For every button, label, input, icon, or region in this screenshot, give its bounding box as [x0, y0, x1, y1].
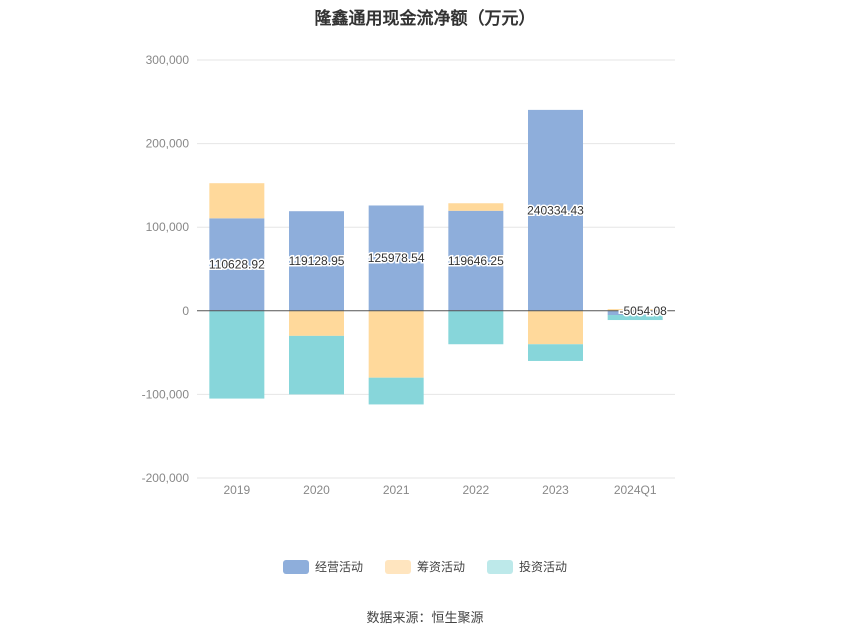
- legend-swatch-financing: [384, 559, 411, 574]
- bar-operating: [289, 211, 344, 311]
- data-label: 110628.92: [209, 258, 265, 272]
- data-label: 119646.25: [448, 254, 504, 268]
- legend-item-financing[interactable]: 筹资活动: [384, 558, 465, 575]
- bar-investing: [528, 344, 583, 361]
- bar-financing: [528, 310, 583, 345]
- bar-operating: [209, 218, 265, 311]
- bar-operating: [448, 210, 504, 311]
- data-label: 119128.95: [289, 254, 345, 268]
- bar-financing: [209, 183, 265, 219]
- x-tick-label: 2019: [223, 483, 250, 497]
- y-tick-label: 0: [182, 304, 189, 318]
- data-label: 125978.54: [368, 251, 425, 265]
- bar-financing: [289, 310, 344, 336]
- data-label: -5054.08: [619, 304, 667, 318]
- x-tick-label: 2021: [383, 483, 410, 497]
- x-tick-label: 2020: [303, 483, 330, 497]
- x-tick-label: 2024Q1: [614, 483, 657, 497]
- x-tick-label: 2022: [462, 483, 489, 497]
- chart-title: 隆鑫通用现金流净额（万元）: [314, 9, 536, 28]
- bar-investing: [289, 335, 344, 395]
- legend-label-financing: 筹资活动: [416, 560, 465, 574]
- y-tick-label: 200,000: [146, 137, 190, 151]
- y-tick-label: 300,000: [146, 53, 190, 67]
- legend: 经营活动 筹资活动 投资活动: [0, 558, 850, 575]
- bar-investing: [607, 315, 663, 321]
- y-tick-label: -200,000: [142, 471, 190, 485]
- legend-swatch-investing: [487, 559, 513, 574]
- legend-swatch-operating: [282, 559, 309, 574]
- y-tick-label: 100,000: [146, 220, 190, 234]
- source-note: 数据来源：恒生聚源: [366, 610, 484, 625]
- bar-financing: [607, 309, 663, 311]
- x-tick-label: 2023: [542, 483, 569, 497]
- data-label: 240334.43: [527, 203, 584, 217]
- bar-investing: [368, 377, 424, 405]
- legend-label-operating: 经营活动: [314, 560, 363, 574]
- bar-operating: [607, 310, 663, 316]
- bar-financing: [448, 203, 504, 211]
- legend-item-operating[interactable]: 经营活动: [282, 558, 363, 575]
- legend-label-investing: 投资活动: [519, 560, 568, 574]
- bar-operating: [528, 109, 583, 311]
- y-tick-label: -100,000: [142, 387, 190, 401]
- bar-investing: [209, 310, 265, 399]
- bar-investing: [448, 310, 504, 345]
- bar-financing: [368, 310, 424, 378]
- bar-operating: [368, 205, 424, 311]
- legend-item-investing[interactable]: 投资活动: [487, 558, 567, 575]
